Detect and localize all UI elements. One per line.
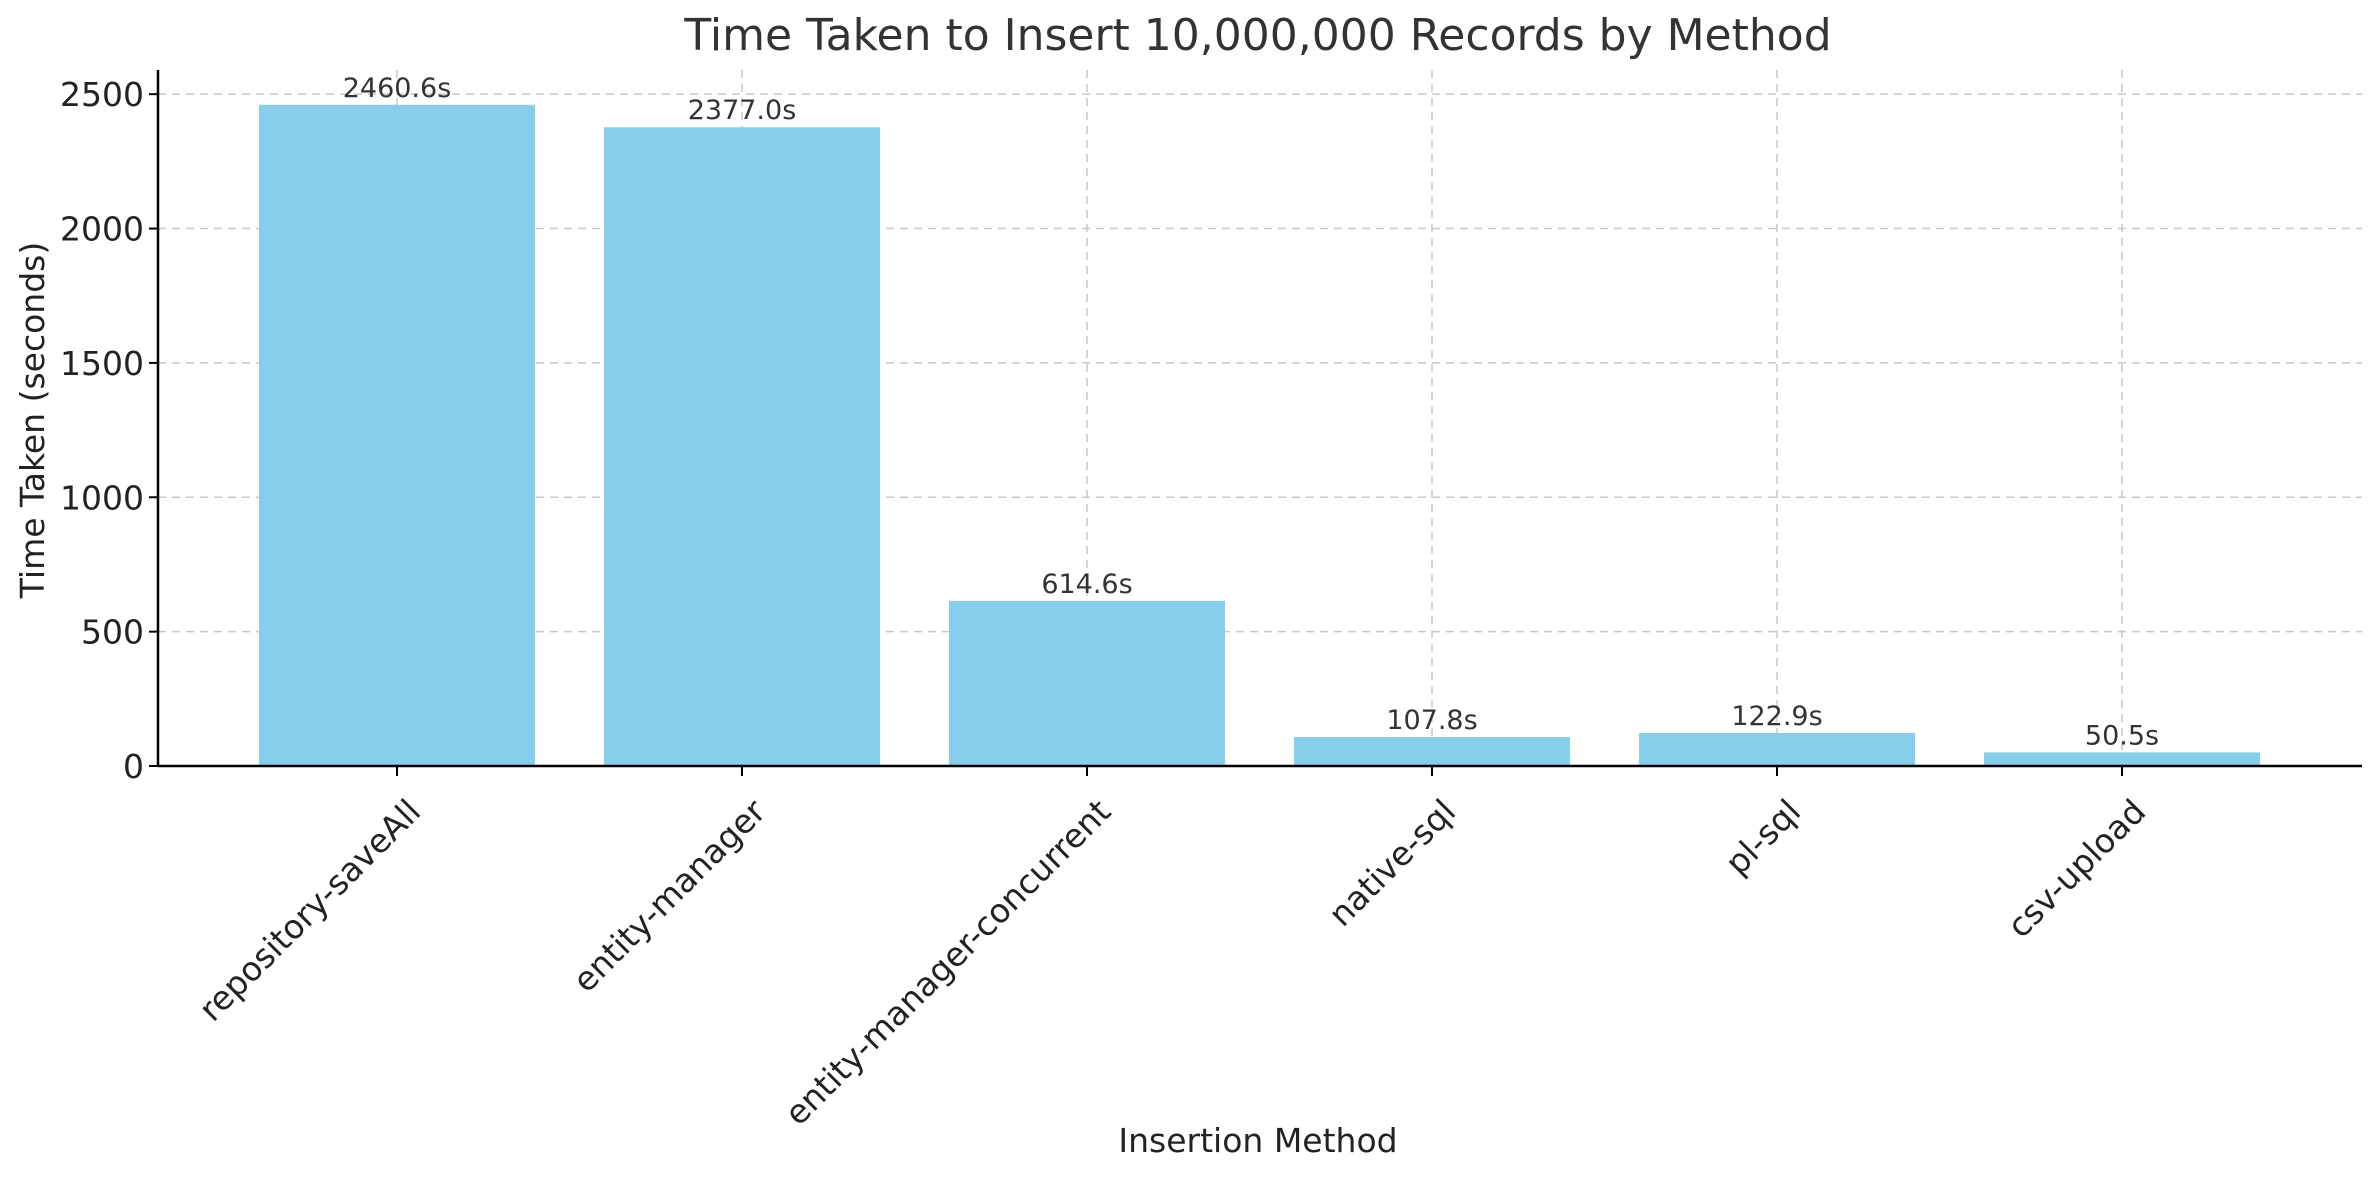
bar-value-label: 50.5s	[2085, 720, 2159, 751]
x-tick-label: repository-saveAll	[191, 792, 428, 1029]
x-tick-label: pl-sql	[1717, 792, 1808, 883]
bar-entity-manager-concurrent	[949, 600, 1225, 766]
x-tick-label: native-sql	[1321, 792, 1463, 934]
bar-value-label: 614.6s	[1041, 569, 1132, 600]
x-axis-label: Insertion Method	[1118, 1121, 1397, 1160]
x-tick-label: csv-upload	[2000, 792, 2154, 946]
axes-layer	[149, 70, 2362, 776]
bar-pl-sql	[1639, 732, 1915, 766]
y-axis-label: Time Taken (seconds)	[13, 242, 52, 599]
bar-csv-upload	[1984, 752, 2260, 766]
y-tick-label: 0	[123, 747, 144, 786]
bar-native-sql	[1294, 737, 1570, 766]
chart-title: Time Taken to Insert 10,000,000 Records …	[683, 10, 1831, 61]
bar-value-label: 122.9s	[1731, 701, 1822, 732]
y-tick-label: 2000	[60, 210, 144, 249]
x-tick-label: entity-manager-concurrent	[777, 792, 1118, 1133]
y-tick-label: 500	[81, 613, 144, 652]
x-tick-label: entity-manager	[565, 791, 774, 1000]
bar-value-label: 2377.0s	[688, 95, 797, 126]
y-tick-label: 1000	[60, 478, 144, 517]
bars-layer	[259, 104, 2260, 767]
y-tick-label: 1500	[60, 344, 144, 383]
y-tick-label: 2500	[60, 75, 144, 114]
bar-value-label: 2460.6s	[343, 73, 452, 104]
bar-value-label: 107.8s	[1386, 705, 1477, 736]
bar-entity-manager	[604, 127, 880, 767]
bar-repository-saveAll	[259, 104, 535, 766]
